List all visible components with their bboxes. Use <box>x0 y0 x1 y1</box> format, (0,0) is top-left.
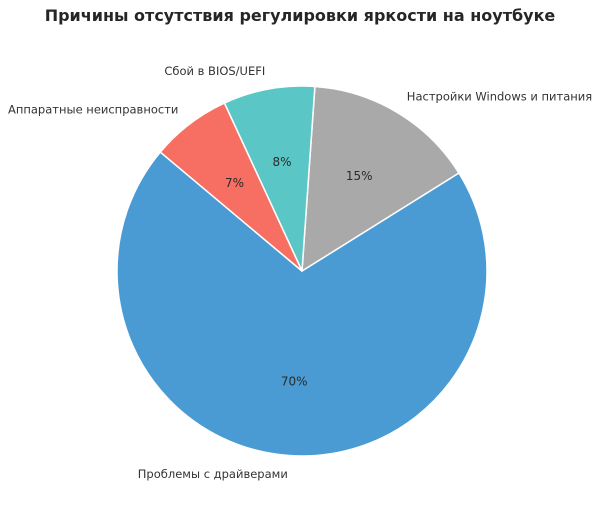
slice-percent-label: 8% <box>272 155 291 169</box>
pie-slice <box>159 102 303 272</box>
slice-percent-label: 15% <box>346 169 373 183</box>
slice-percent-label: 7% <box>225 176 244 190</box>
pie-slice <box>301 85 460 273</box>
slice-category-label: Аппаратные неисправности <box>8 102 178 116</box>
slice-category-label: Сбой в BIOS/UEFI <box>164 64 265 78</box>
pie-slice <box>223 85 316 272</box>
slice-category-label: Проблемы с драйверами <box>138 467 288 481</box>
chart-title: Причины отсутствия регулировки яркости н… <box>44 6 556 25</box>
slice-percent-label: 70% <box>281 375 308 389</box>
slice-category-label: Настройки Windows и питания <box>407 90 592 104</box>
pie-slice <box>116 151 488 457</box>
